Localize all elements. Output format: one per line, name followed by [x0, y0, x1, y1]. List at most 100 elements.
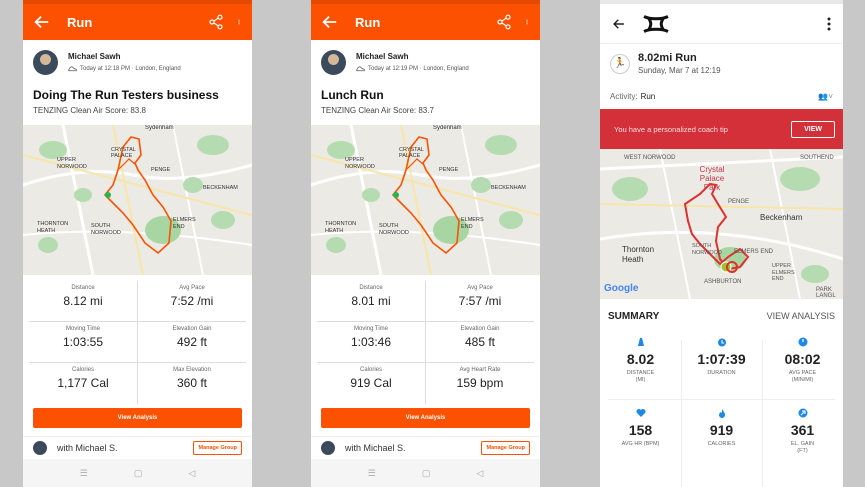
map-label: Beckenham [760, 213, 803, 222]
map-label: SOUTHEND [800, 155, 834, 161]
stat-value: 7:52 /mi [170, 294, 214, 308]
athlete-name[interactable]: Michael Sawh [356, 52, 409, 61]
route-map[interactable]: Sydenham CRYSTAL PALACE UPPER NORWOOD PE… [23, 125, 252, 275]
home-icon[interactable]: ▢ [133, 467, 143, 478]
menu-icon[interactable]: ☰ [79, 467, 88, 478]
more-vertical-icon[interactable] [524, 14, 530, 30]
map-label: ELMERS END [734, 249, 774, 255]
view-analysis-button[interactable]: View Analysis [321, 408, 530, 428]
map-label: SOUTH NORWOOD [692, 243, 722, 256]
google-logo: Google [604, 283, 639, 294]
activity-meta: Today at 12:19 PM · London, England [356, 65, 469, 72]
stat-label: Elevation Gain [172, 326, 212, 332]
shoe-icon [356, 66, 365, 72]
elevation-icon [798, 408, 807, 418]
metric-heart-rate: 158 AVG HR (BPM) [600, 408, 681, 464]
map-label: UPPER ELMERS END [772, 263, 795, 283]
home-icon[interactable]: ▢ [421, 467, 431, 478]
activity-meta: Today at 12:18 PM · London, England [68, 65, 181, 72]
metric-value: 08:02 [784, 351, 821, 367]
metric-value: 919 [709, 422, 734, 438]
route-map[interactable]: WEST NORWOOD SOUTHEND Crystal Palace Par… [600, 149, 843, 299]
metric-value: 361 [790, 422, 815, 438]
start-marker [393, 192, 399, 198]
metric-label: AVG PACE (MIN/MI) [788, 370, 817, 384]
menu-icon[interactable]: ☰ [367, 467, 376, 478]
map-label: PARK LANGL [816, 287, 836, 299]
avatar[interactable] [33, 49, 58, 75]
metric-duration: 1:07:39 DURATION [681, 337, 762, 393]
map-label: Sydenham [433, 125, 462, 131]
pace-icon [798, 337, 807, 347]
back-arrow-icon[interactable] [612, 17, 626, 31]
share-icon[interactable] [208, 14, 224, 30]
back-arrow-icon[interactable] [321, 13, 339, 31]
activity-value: Run [640, 91, 656, 101]
more-vertical-icon[interactable] [236, 14, 242, 30]
divider [608, 399, 835, 400]
shoe-icon [68, 66, 77, 72]
activity-title: Doing The Run Testers business [33, 88, 219, 102]
metric-pace: 08:02 AVG PACE (MIN/MI) [762, 337, 843, 393]
map-label: PENGE [151, 167, 171, 173]
metric-label: EL. GAIN (FT) [790, 441, 815, 455]
ua-record-screen: 🏃 8.02mi Run Sunday, Mar 7 at 12:19 Acti… [600, 0, 843, 487]
stat-label: Calories [359, 367, 382, 373]
map-canvas [311, 125, 540, 275]
map-label: SOUTH NORWOOD [379, 223, 409, 236]
stat-label: Avg Pace [467, 285, 493, 291]
route-map[interactable]: Sydenham CRYSTAL PALACE UPPER NORWOOD PE… [311, 125, 540, 275]
divider [762, 340, 763, 487]
metric-distance: 8.02 DISTANCE (MI) [600, 337, 681, 393]
with-text: with Michael S. [57, 442, 118, 453]
activity-meta-text: Today at 12:18 PM · London, England [80, 65, 181, 72]
stat-label: Moving Time [65, 326, 100, 332]
map-canvas [600, 149, 843, 299]
app-header [600, 0, 843, 44]
manage-group-button[interactable]: Manage Group [193, 440, 242, 455]
map-label: CRYSTAL PALACE [111, 147, 136, 160]
stat-value: 485 ft [464, 335, 496, 349]
map-label: THORNTON HEATH [325, 221, 357, 234]
run-date: Sunday, Mar 7 at 12:19 [638, 66, 721, 75]
map-canvas [23, 125, 252, 275]
view-button[interactable]: VIEW [791, 120, 835, 138]
header-title: Run [355, 14, 381, 30]
stat-label: Elevation Gain [460, 326, 500, 332]
stat-label: Moving Time [353, 326, 388, 332]
app-header: Run [311, 0, 540, 40]
air-score: TENZING Clean Air Score: 83.7 [321, 106, 434, 115]
stat-label: Distance [71, 285, 95, 291]
people-icon[interactable]: 👥˅ [818, 91, 833, 101]
heart-icon [636, 409, 645, 417]
end-marker [726, 261, 738, 273]
metric-label: AVG HR (BPM) [621, 441, 660, 447]
back-icon[interactable]: ◁ [476, 467, 484, 478]
stat-value: 492 ft [176, 335, 208, 349]
metric-label: CALORIES [707, 441, 736, 447]
avatar[interactable] [33, 440, 47, 455]
group-row: with Michael S. Manage Group [311, 436, 540, 458]
more-vertical-icon[interactable] [827, 17, 831, 31]
map-label: THORNTON HEATH [37, 221, 69, 234]
stat-value: 1:03:55 [62, 335, 104, 349]
map-label: WEST NORWOOD [624, 155, 676, 161]
share-icon[interactable] [496, 14, 512, 30]
map-label: CRYSTAL PALACE [399, 147, 424, 160]
activity-title: Lunch Run [321, 88, 384, 102]
stat-label: Avg Pace [179, 285, 205, 291]
coach-tip-text: You have a personalized coach tip [614, 124, 728, 134]
air-score: TENZING Clean Air Score: 83.8 [33, 106, 146, 115]
athlete-name[interactable]: Michael Sawh [68, 52, 121, 61]
stat-label: Distance [359, 285, 383, 291]
activity-row: Activity: Run 👥˅ [600, 83, 843, 109]
back-arrow-icon[interactable] [33, 13, 51, 31]
map-label: ELMERS END [173, 217, 196, 230]
avatar[interactable] [321, 440, 335, 455]
back-icon[interactable]: ◁ [188, 467, 196, 478]
view-analysis-button[interactable]: View Analysis [33, 408, 242, 428]
map-label: Crystal Palace Park [699, 165, 725, 192]
view-analysis-link[interactable]: VIEW ANALYSIS [766, 311, 835, 321]
manage-group-button[interactable]: Manage Group [481, 440, 530, 455]
avatar[interactable] [321, 49, 346, 75]
